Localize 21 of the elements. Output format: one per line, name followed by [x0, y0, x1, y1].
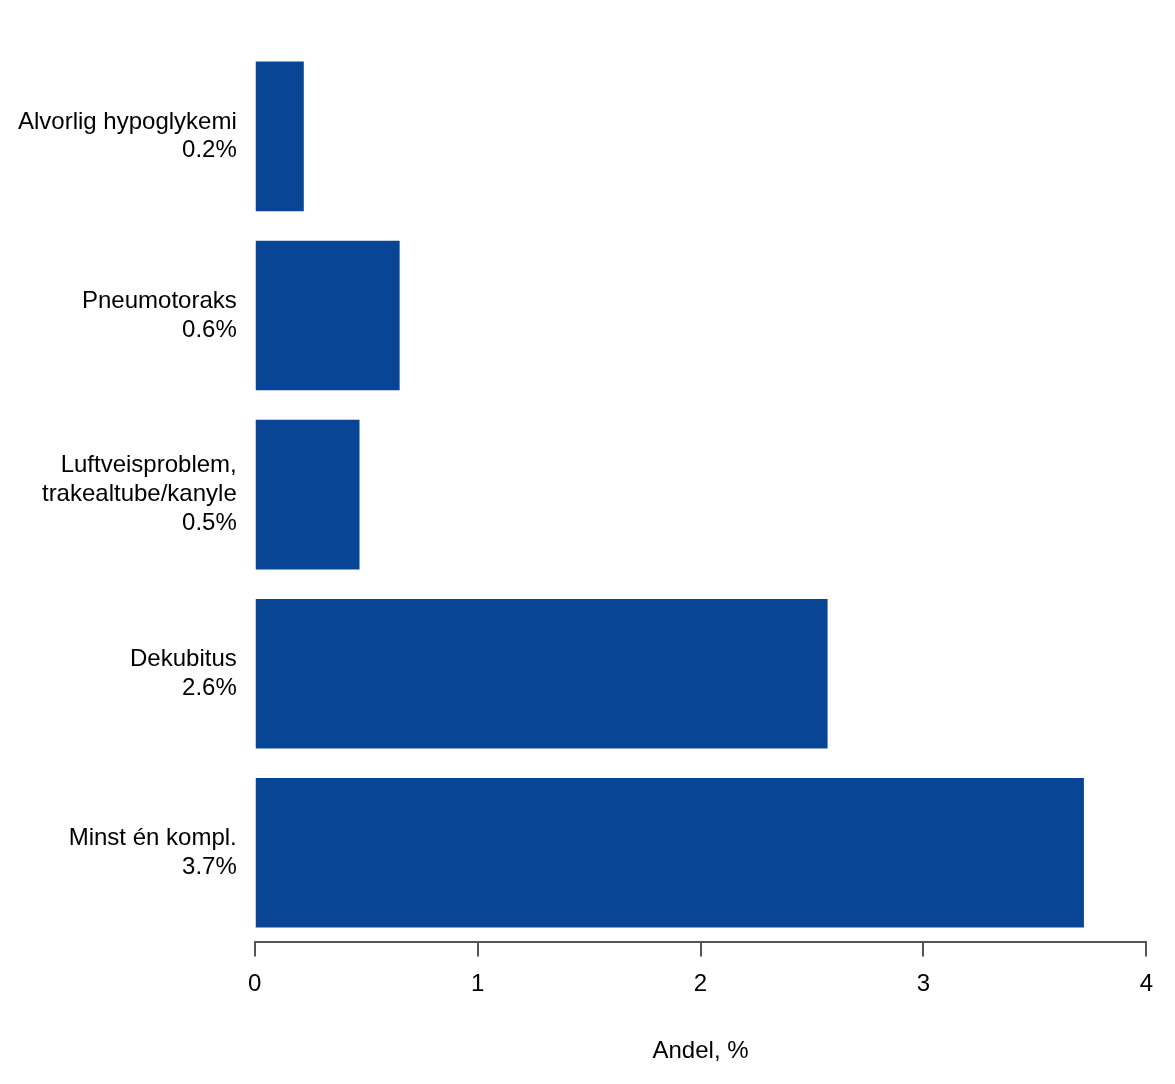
y-tick-label: Minst én kompl. — [68, 823, 237, 851]
data-label: 0.2% — [182, 135, 237, 163]
x-tick-label: 1 — [470, 969, 485, 997]
x-tick-label: 2 — [693, 969, 708, 997]
data-label: 0.6% — [182, 314, 237, 342]
y-tick-label: Pneumotoraks — [82, 285, 237, 313]
data-label: 0.5% — [182, 508, 237, 536]
bar — [255, 61, 304, 212]
data-label: 2.6% — [182, 672, 237, 700]
bar — [255, 778, 1084, 928]
x-tick-label: 0 — [248, 969, 262, 997]
y-tick-label: Luftveisproblem, trakealtube/kanyle — [41, 450, 237, 507]
data-label: 3.7% — [182, 851, 237, 879]
bar — [255, 598, 828, 749]
x-axis-title: Andel, % — [652, 1036, 749, 1064]
bar — [255, 419, 360, 570]
x-tick-label: 4 — [1139, 969, 1154, 997]
x-tick-label: 3 — [916, 969, 931, 997]
y-tick-label: Alvorlig hypoglykemi — [17, 106, 237, 134]
bar — [255, 240, 400, 391]
y-tick-label: Dekubitus — [130, 643, 237, 671]
